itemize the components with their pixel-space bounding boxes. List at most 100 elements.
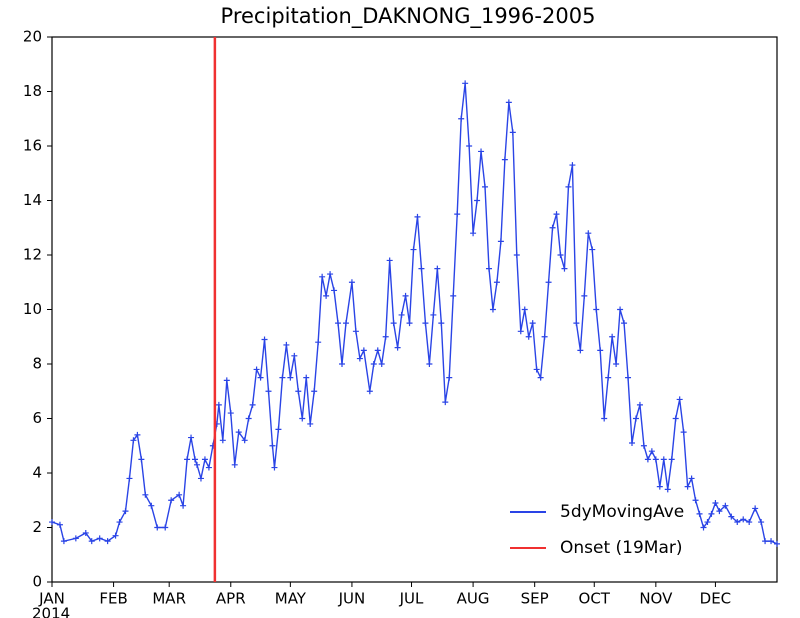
point-marker — [249, 401, 256, 408]
point-marker — [501, 156, 508, 163]
point-marker — [261, 336, 268, 343]
x-tick-label: MAR — [152, 590, 186, 608]
point-marker — [680, 429, 687, 436]
point-marker — [192, 456, 199, 463]
point-marker — [342, 320, 349, 327]
point-marker — [335, 320, 342, 327]
point-marker — [112, 532, 119, 539]
point-marker — [257, 374, 264, 381]
point-marker — [142, 491, 149, 498]
point-marker — [509, 129, 516, 136]
point-marker — [774, 540, 780, 547]
point-marker — [134, 431, 141, 438]
point-marker — [684, 483, 691, 490]
point-marker — [370, 361, 377, 367]
point-marker — [740, 516, 747, 523]
point-marker — [303, 374, 310, 381]
point-marker — [625, 374, 632, 381]
point-marker — [597, 347, 604, 354]
point-marker — [223, 377, 230, 384]
x-tick-label: MAY — [275, 590, 307, 608]
point-marker — [656, 483, 663, 490]
point-marker — [82, 529, 89, 536]
point-marker — [283, 341, 290, 348]
point-marker — [505, 99, 512, 106]
point-marker — [438, 320, 445, 327]
point-marker — [593, 306, 600, 313]
point-marker — [768, 538, 775, 545]
x-tick-label: JAN — [38, 590, 65, 608]
point-marker — [609, 333, 616, 340]
point-marker — [162, 524, 169, 531]
point-marker — [700, 524, 707, 531]
point-marker — [352, 328, 359, 335]
point-marker — [621, 320, 628, 327]
point-marker — [184, 456, 191, 463]
x-sublabel: 2014 — [32, 605, 70, 618]
x-tick-label: OCT — [579, 590, 611, 608]
point-marker — [489, 306, 496, 313]
point-marker — [640, 442, 647, 449]
point-marker — [513, 252, 520, 258]
y-tick-label: 10 — [23, 300, 42, 318]
chart-title: Precipitation_DAKNONG_1996-2005 — [221, 4, 596, 29]
point-marker — [348, 279, 355, 286]
y-tick-label: 12 — [23, 246, 42, 264]
point-marker — [541, 333, 548, 340]
point-marker — [402, 292, 409, 299]
point-marker — [180, 502, 187, 509]
point-marker — [130, 437, 137, 444]
point-marker — [517, 328, 524, 335]
point-marker — [269, 442, 276, 449]
point-marker — [629, 440, 635, 447]
x-tick-label: AUG — [457, 590, 490, 608]
point-marker — [589, 246, 596, 253]
point-marker — [434, 265, 441, 272]
point-marker — [390, 320, 397, 327]
point-marker — [168, 497, 175, 504]
point-marker — [339, 361, 345, 367]
point-marker — [295, 388, 302, 395]
point-marker — [561, 265, 568, 272]
point-marker — [696, 510, 703, 517]
point-marker — [406, 320, 413, 327]
point-marker — [466, 143, 473, 149]
point-marker — [430, 311, 437, 318]
point-marker — [72, 535, 79, 542]
point-marker — [245, 415, 252, 422]
point-marker — [474, 197, 481, 204]
point-marker — [485, 265, 492, 272]
point-marker — [319, 273, 326, 280]
point-marker — [279, 374, 286, 381]
point-marker — [734, 519, 741, 526]
point-marker — [315, 339, 322, 346]
point-marker — [632, 415, 639, 422]
point-marker — [271, 464, 278, 471]
point-marker — [154, 524, 161, 531]
point-marker — [299, 415, 306, 422]
point-marker — [215, 401, 222, 408]
point-marker — [414, 213, 421, 220]
point-marker — [148, 502, 155, 509]
point-marker — [565, 183, 572, 190]
point-marker — [617, 306, 624, 313]
point-marker — [462, 80, 469, 87]
point-marker — [454, 211, 461, 218]
point-marker — [482, 183, 489, 190]
point-marker — [442, 399, 449, 406]
point-marker — [188, 434, 195, 441]
point-marker — [88, 538, 95, 545]
point-marker — [241, 437, 248, 444]
point-marker — [648, 448, 655, 455]
point-marker — [652, 456, 659, 463]
point-marker — [422, 320, 429, 327]
point-marker — [418, 265, 425, 272]
point-marker — [712, 499, 719, 506]
x-tick-label: SEP — [521, 590, 549, 608]
point-marker — [331, 287, 338, 294]
point-marker — [197, 475, 204, 482]
point-marker — [497, 238, 504, 245]
point-marker — [227, 410, 234, 417]
point-marker — [253, 366, 260, 373]
